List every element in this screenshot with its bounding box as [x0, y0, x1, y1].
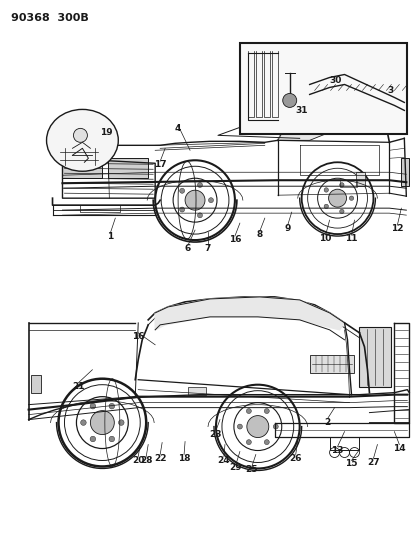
Text: 16: 16 [132, 332, 144, 341]
Circle shape [339, 183, 343, 187]
Ellipse shape [46, 109, 118, 171]
Circle shape [246, 408, 251, 414]
FancyBboxPatch shape [31, 375, 40, 393]
Text: 32: 32 [243, 123, 256, 131]
Circle shape [246, 416, 268, 438]
Circle shape [109, 403, 114, 409]
Text: 20: 20 [132, 456, 144, 464]
FancyBboxPatch shape [355, 172, 365, 186]
Circle shape [81, 420, 86, 425]
Text: 9: 9 [284, 224, 290, 233]
Text: 15: 15 [344, 459, 357, 469]
Circle shape [208, 198, 213, 203]
Text: 22: 22 [154, 454, 166, 463]
Text: 2: 2 [324, 417, 330, 426]
Circle shape [90, 410, 114, 434]
Text: 11: 11 [344, 234, 357, 243]
Circle shape [263, 440, 268, 445]
Text: 31: 31 [295, 107, 307, 116]
Text: 7: 7 [204, 244, 211, 253]
Circle shape [263, 408, 268, 414]
Text: 18: 18 [178, 454, 190, 463]
FancyBboxPatch shape [309, 355, 353, 373]
Text: 25: 25 [245, 465, 257, 474]
Circle shape [246, 440, 251, 445]
Polygon shape [277, 103, 354, 140]
Circle shape [90, 403, 95, 409]
Text: 28: 28 [140, 456, 152, 464]
Circle shape [90, 436, 95, 442]
Text: 4: 4 [174, 124, 181, 133]
Text: 27: 27 [366, 457, 379, 466]
Text: 12: 12 [390, 224, 403, 233]
FancyBboxPatch shape [358, 327, 390, 386]
Circle shape [349, 196, 353, 200]
Circle shape [323, 204, 328, 208]
Circle shape [323, 188, 328, 192]
Text: 90368  300B: 90368 300B [11, 13, 88, 23]
Text: 21: 21 [72, 382, 85, 391]
Text: 23: 23 [209, 430, 222, 439]
Circle shape [197, 182, 202, 188]
Circle shape [109, 436, 114, 442]
Circle shape [197, 213, 202, 218]
FancyBboxPatch shape [188, 386, 206, 394]
Text: 8: 8 [256, 230, 262, 239]
Text: 26: 26 [289, 454, 301, 463]
Circle shape [73, 128, 87, 142]
Text: 19: 19 [100, 128, 113, 138]
Text: 13: 13 [330, 446, 343, 455]
Text: 17: 17 [154, 160, 166, 169]
Circle shape [179, 207, 184, 212]
Circle shape [339, 209, 343, 214]
Circle shape [179, 188, 184, 193]
Circle shape [328, 189, 346, 207]
Polygon shape [155, 297, 344, 330]
Text: 1: 1 [107, 232, 113, 241]
Text: 30: 30 [329, 77, 341, 85]
Text: 29: 29 [229, 464, 242, 472]
Text: 10: 10 [319, 234, 331, 243]
Circle shape [118, 420, 124, 425]
Circle shape [273, 424, 278, 429]
Text: 24: 24 [217, 456, 230, 464]
FancyBboxPatch shape [239, 43, 406, 134]
Circle shape [282, 93, 296, 108]
FancyBboxPatch shape [62, 158, 102, 178]
Circle shape [237, 424, 242, 429]
Text: 14: 14 [392, 443, 405, 453]
Text: 16: 16 [228, 235, 241, 244]
Text: 6: 6 [185, 244, 191, 253]
FancyBboxPatch shape [400, 158, 408, 186]
Text: 3: 3 [387, 86, 393, 95]
Circle shape [185, 190, 204, 210]
FancyBboxPatch shape [108, 158, 148, 178]
